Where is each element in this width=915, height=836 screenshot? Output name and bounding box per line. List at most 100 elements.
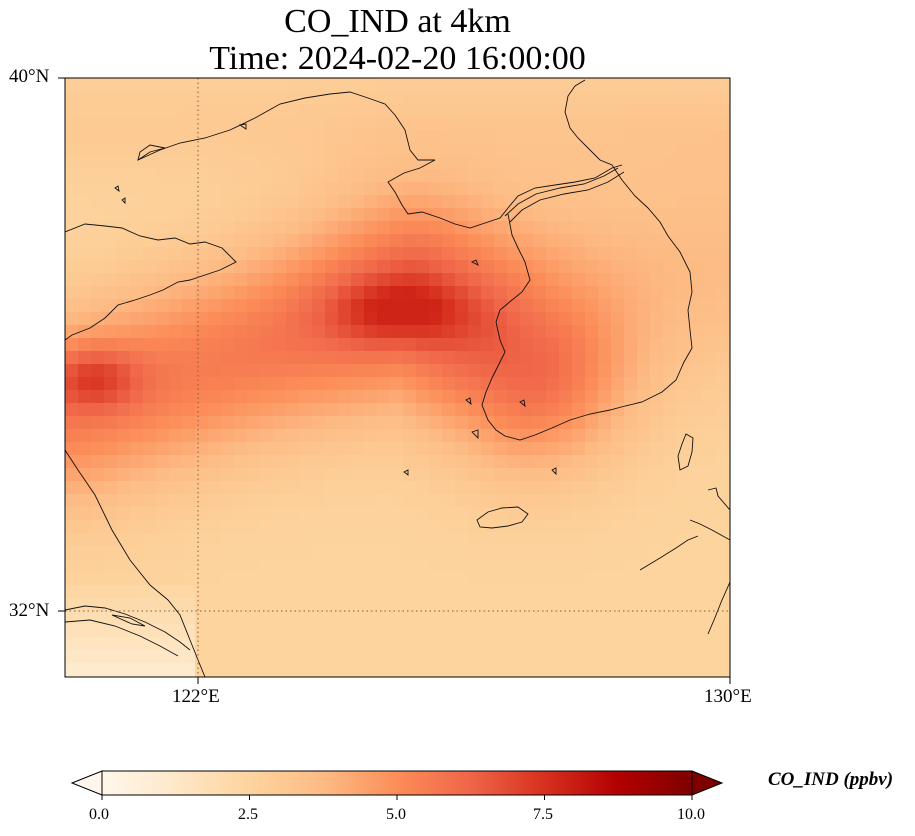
field-cell xyxy=(273,650,287,664)
field-cell xyxy=(221,78,235,92)
field-cell xyxy=(195,416,209,430)
field-cell xyxy=(117,377,131,391)
field-cell xyxy=(481,299,495,313)
field-cell xyxy=(676,507,690,521)
field-cell xyxy=(208,104,222,118)
field-cell xyxy=(195,520,209,534)
field-cell xyxy=(65,325,79,339)
field-cell xyxy=(689,455,703,469)
field-cell xyxy=(663,650,677,664)
field-cell xyxy=(559,312,573,326)
field-cell xyxy=(676,442,690,456)
field-cell xyxy=(325,676,339,677)
field-cell xyxy=(650,247,664,261)
field-cell xyxy=(364,559,378,573)
field-cell xyxy=(325,169,339,183)
field-cell xyxy=(377,533,391,547)
field-cell xyxy=(403,533,417,547)
field-cell xyxy=(481,481,495,495)
field-cell xyxy=(663,455,677,469)
field-cell xyxy=(91,585,105,599)
field-cell xyxy=(416,130,430,144)
field-cell xyxy=(91,507,105,521)
field-cell xyxy=(104,507,118,521)
field-cell xyxy=(598,325,612,339)
field-cell xyxy=(325,611,339,625)
field-cell xyxy=(442,663,456,677)
field-cell xyxy=(195,572,209,586)
field-cell xyxy=(455,338,469,352)
field-cell xyxy=(377,143,391,157)
field-cell xyxy=(130,117,144,131)
field-cell xyxy=(91,520,105,534)
field-cell xyxy=(728,572,730,586)
field-cell xyxy=(559,481,573,495)
field-cell xyxy=(312,572,326,586)
field-cell xyxy=(351,442,365,456)
field-cell xyxy=(78,195,92,209)
field-cell xyxy=(299,286,313,300)
field-cell xyxy=(65,377,79,391)
field-cell xyxy=(429,442,443,456)
field-cell xyxy=(364,455,378,469)
field-cell xyxy=(338,546,352,560)
field-cell xyxy=(156,351,170,365)
field-cell xyxy=(585,390,599,404)
field-cell xyxy=(611,260,625,274)
field-cell xyxy=(533,325,547,339)
field-cell xyxy=(546,533,560,547)
field-cell xyxy=(520,286,534,300)
field-cell xyxy=(273,598,287,612)
field-cell xyxy=(364,325,378,339)
field-cell xyxy=(65,676,79,677)
field-cell xyxy=(572,520,586,534)
field-cell xyxy=(377,481,391,495)
field-cell xyxy=(221,169,235,183)
field-cell xyxy=(416,286,430,300)
field-cell xyxy=(507,182,521,196)
field-cell xyxy=(702,260,716,274)
field-cell xyxy=(104,104,118,118)
field-cell xyxy=(169,585,183,599)
field-cell xyxy=(507,442,521,456)
field-cell xyxy=(234,676,248,677)
field-cell xyxy=(364,130,378,144)
field-cell xyxy=(520,442,534,456)
field-cell xyxy=(338,130,352,144)
field-cell xyxy=(481,169,495,183)
field-cell xyxy=(312,208,326,222)
field-cell xyxy=(715,91,729,105)
field-cell xyxy=(208,442,222,456)
field-cell xyxy=(377,429,391,443)
field-cell xyxy=(78,377,92,391)
field-cell xyxy=(104,481,118,495)
field-cell xyxy=(91,91,105,105)
field-cell xyxy=(611,78,625,92)
field-cell xyxy=(338,572,352,586)
field-cell xyxy=(559,156,573,170)
field-cell xyxy=(585,130,599,144)
field-cell xyxy=(260,91,274,105)
field-cell xyxy=(273,507,287,521)
field-cell xyxy=(403,455,417,469)
field-cell xyxy=(286,559,300,573)
field-cell xyxy=(637,442,651,456)
field-cell xyxy=(728,364,730,378)
field-cell xyxy=(312,494,326,508)
field-cell xyxy=(507,416,521,430)
field-cell xyxy=(65,494,79,508)
field-cell xyxy=(598,156,612,170)
field-cell xyxy=(299,481,313,495)
field-cell xyxy=(416,91,430,105)
field-cell xyxy=(416,390,430,404)
field-cell xyxy=(208,286,222,300)
field-cell xyxy=(260,208,274,222)
field-cell xyxy=(611,624,625,638)
field-cell xyxy=(351,676,365,677)
field-cell xyxy=(117,507,131,521)
field-cell xyxy=(286,260,300,274)
field-cell xyxy=(130,325,144,339)
field-cell xyxy=(208,624,222,638)
field-cell xyxy=(143,78,157,92)
field-cell xyxy=(247,156,261,170)
